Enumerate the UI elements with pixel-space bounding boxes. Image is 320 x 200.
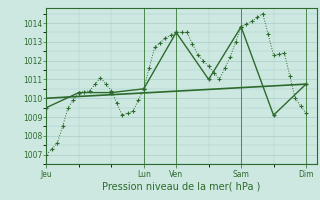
X-axis label: Pression niveau de la mer( hPa ): Pression niveau de la mer( hPa ) [102, 181, 261, 191]
